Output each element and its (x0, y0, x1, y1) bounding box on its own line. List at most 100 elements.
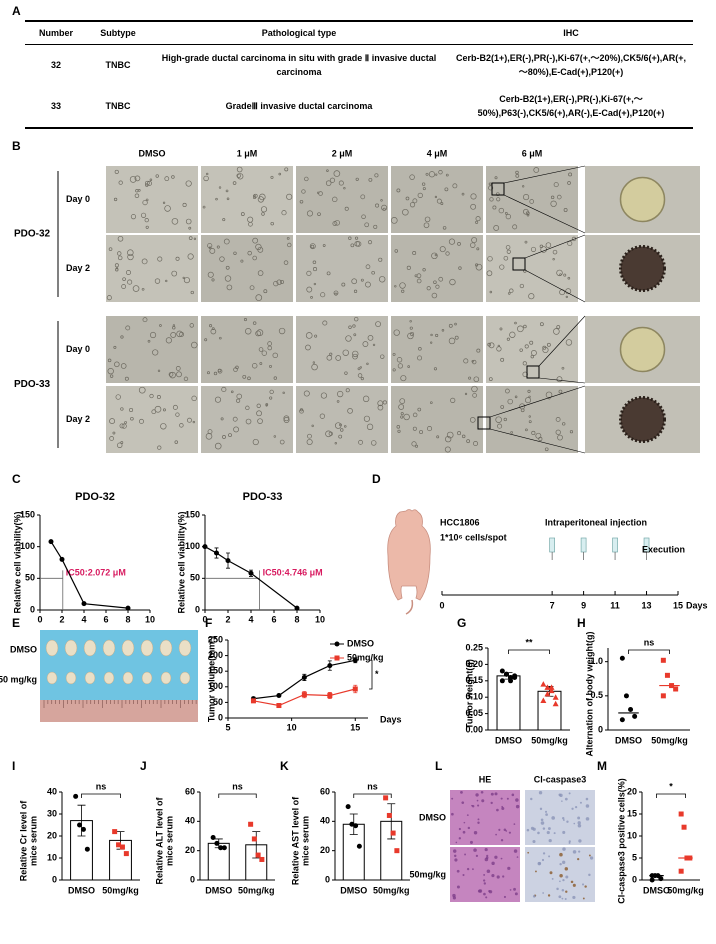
header-cell: IHC (449, 21, 693, 45)
data-point (202, 544, 208, 550)
organoid (207, 371, 210, 375)
organoid (434, 253, 438, 257)
cell (537, 831, 540, 835)
data-point (687, 855, 693, 861)
data-point (255, 852, 261, 858)
cell (532, 839, 536, 844)
organoid (126, 270, 131, 275)
cell (562, 860, 566, 864)
cell (453, 854, 457, 858)
organoid (113, 197, 118, 202)
organoid (203, 175, 209, 182)
organoid (421, 182, 426, 186)
data-point (349, 821, 355, 827)
organoid (362, 341, 369, 347)
organoid (138, 418, 144, 424)
cell (542, 852, 546, 855)
organoid (142, 317, 148, 323)
organoid (519, 348, 523, 352)
organoid (223, 238, 230, 245)
cell (498, 828, 501, 831)
organoid (172, 404, 178, 410)
organoid (351, 278, 358, 285)
organoid (542, 345, 547, 350)
x-tick-label: 50mg/kg (531, 735, 568, 745)
organoid (207, 429, 213, 435)
micrograph (486, 316, 578, 383)
organoid (169, 371, 176, 379)
organoid (306, 210, 313, 217)
organoid (496, 346, 502, 352)
organoid (325, 430, 332, 438)
cell (538, 791, 543, 795)
organoid (338, 434, 343, 439)
organoid (279, 439, 285, 445)
cell (559, 874, 563, 878)
organoid (396, 357, 403, 363)
micrograph (201, 235, 293, 302)
tumor (102, 639, 116, 657)
organoid (380, 199, 383, 202)
zoom-line (503, 194, 586, 234)
organoid (151, 409, 157, 415)
x-tick-label: 8 (294, 614, 299, 624)
organoid (500, 405, 505, 409)
organoid (341, 282, 346, 287)
organoid (115, 394, 121, 400)
organoid (375, 321, 381, 328)
cell (582, 883, 585, 886)
organoid (309, 243, 316, 250)
micrograph (391, 235, 483, 302)
organoid (159, 324, 162, 327)
organoid (332, 196, 338, 203)
organoid (475, 263, 479, 267)
organoid (310, 244, 315, 249)
x-tick-label: 6 (103, 614, 108, 624)
y-tick-label: 10 (47, 852, 57, 862)
cell (559, 852, 563, 857)
organoid (182, 276, 185, 280)
organoid (232, 181, 237, 185)
organoid (397, 429, 401, 433)
organoid (140, 212, 147, 218)
organoid (361, 214, 366, 219)
organoid (470, 242, 476, 248)
cell (476, 799, 479, 802)
organoid (222, 218, 226, 222)
organoid (425, 172, 429, 176)
x-tick-label: 2 (59, 614, 64, 624)
tumor (103, 671, 115, 685)
cell (585, 817, 590, 821)
organoid (252, 255, 257, 261)
organoid (403, 413, 410, 421)
organoid (129, 407, 134, 412)
organoid (209, 324, 213, 328)
organoid (517, 325, 524, 333)
organoid (505, 388, 510, 394)
organoid (109, 418, 116, 425)
organoid (509, 288, 514, 293)
cell (471, 804, 475, 808)
organoid (255, 294, 263, 301)
organoid (552, 249, 558, 255)
organoid (382, 400, 387, 405)
organoid (360, 377, 364, 381)
cell (516, 856, 519, 858)
zoom-box (477, 416, 491, 430)
organoid (463, 358, 469, 364)
organoid (367, 240, 373, 245)
organoid (189, 323, 194, 328)
organoid (122, 277, 126, 281)
organoid (412, 412, 418, 418)
organoid (160, 423, 167, 430)
organoid (248, 221, 253, 227)
cell (507, 866, 511, 870)
organoid (563, 208, 568, 212)
organoid (135, 189, 139, 193)
cell (502, 875, 505, 878)
bar (496, 675, 521, 731)
cell (500, 857, 503, 860)
organoid (329, 177, 336, 183)
organoid (310, 295, 313, 299)
data-point (59, 556, 65, 562)
